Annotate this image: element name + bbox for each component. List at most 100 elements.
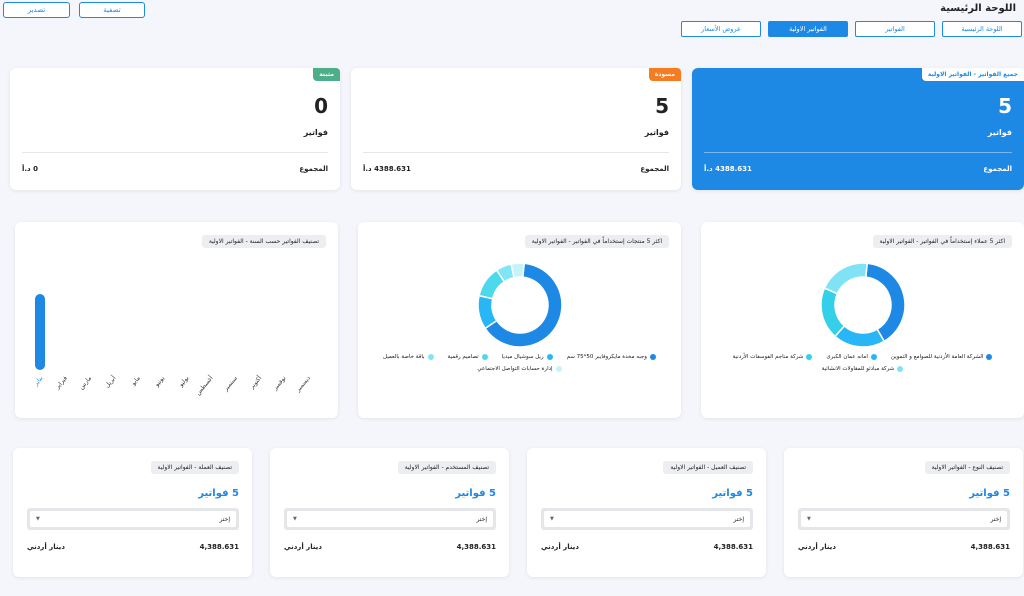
- x-tick-label: ديسمبر: [294, 375, 312, 395]
- tab[interactable]: الفواتير الاولية: [768, 21, 848, 37]
- tab[interactable]: اللوحة الرئيسية: [942, 21, 1022, 37]
- select-inner[interactable]: إختر ▼: [544, 511, 750, 527]
- select-arrow: ▼: [36, 516, 40, 522]
- legend: وجبه مخدة مايكروفايبر 50*75 سم ريل سوشيال…: [368, 354, 671, 372]
- select-arrow: ▼: [550, 516, 554, 522]
- amount: 4,388.631: [713, 543, 753, 551]
- amount: 4,388.631: [456, 543, 496, 551]
- x-tick-label: سبتمبر: [222, 375, 239, 393]
- export-button[interactable]: تصدير: [3, 2, 70, 18]
- legend-swatch: [427, 354, 434, 360]
- amount: 4,388.631: [199, 543, 239, 551]
- total-label: المجموع: [983, 165, 1012, 173]
- chart-title: اكثر 5 منتجات إستخداماً في الفواتير - ال…: [524, 235, 669, 248]
- currency: دينار أردني: [541, 543, 579, 551]
- status-badge: جميع الفواتير - الفواتير الاولية: [921, 68, 1024, 81]
- legend-swatch: [897, 366, 904, 372]
- page-title: اللوحة الرئيسية: [940, 3, 1016, 14]
- select-box[interactable]: إختر ▼: [798, 508, 1010, 530]
- legend-item: تصاميم رقمية: [448, 354, 488, 360]
- total-amount: 4388.631 د.أ: [704, 165, 752, 173]
- chart-title: اكثر 5 عملاء إستخداماً في الفواتير - الف…: [872, 235, 1012, 248]
- select-inner[interactable]: إختر ▼: [287, 511, 493, 527]
- x-tick-label: مارس: [78, 375, 93, 391]
- legend-swatch: [870, 354, 877, 360]
- donut-slice: [864, 262, 906, 343]
- count-unit: فواتير: [303, 128, 328, 137]
- donut-slice: [510, 262, 526, 279]
- x-tick-label: نوفمبر: [271, 375, 288, 393]
- select-placeholder: إختر: [733, 515, 745, 523]
- select-arrow: ▼: [293, 516, 297, 522]
- currency: دينار أردني: [27, 543, 65, 551]
- x-tick-label: فبراير: [53, 375, 68, 392]
- legend-label: تصاميم رقمية: [447, 354, 479, 360]
- breakdown-card: تصنيف المستخدم - الفواتير الاولية 5 فواتي…: [270, 448, 509, 577]
- legend-swatch: [649, 354, 656, 360]
- legend-item: باقة خاصة بالعميل: [383, 354, 434, 360]
- donut-slice: [823, 262, 869, 295]
- invoice-count: 5 فواتير: [712, 488, 753, 499]
- legend-swatch: [806, 354, 813, 360]
- card-badge: تصنيف العميل - الفواتير الاولية: [663, 461, 753, 474]
- legend-label: ريل سوشيال ميديا: [501, 354, 544, 360]
- legend-label: شركة مناجم الفوسفات الأردنية: [732, 354, 804, 360]
- chart-svg: [820, 262, 906, 348]
- legend-label: الشركة العامة الأردنية للصوامع و التموين: [890, 354, 984, 360]
- summary-card: جميع الفواتير - الفواتير الاولية 5 فواتير ا…: [692, 68, 1024, 190]
- legend-label: باقة خاصة بالعميل: [383, 354, 425, 360]
- legend-item: ريل سوشيال ميديا: [502, 354, 553, 360]
- legend-item: شركة مناجم الفوسفات الأردنية: [733, 354, 813, 360]
- legend-item: وجبه مخدة مايكروفايبر 50*75 سم: [567, 354, 656, 360]
- legend-item: إدارة حسابات التواصل الاجتماعي: [477, 366, 562, 372]
- currency: دينار أردني: [284, 543, 322, 551]
- invoice-count: 0: [314, 94, 328, 118]
- tab[interactable]: عروض الأسعار: [681, 21, 761, 37]
- breakdown-card: تصنيف النوع - الفواتير الاولية 5 فواتير إخ…: [784, 448, 1023, 577]
- legend-item: الشركة العامة الأردنية للصوامع و التموين: [891, 354, 993, 360]
- legend: الشركة العامة الأردنية للصوامع و التموين…: [711, 354, 1014, 372]
- card-badge: تصنيف المستخدم - الفواتير الاولية: [397, 461, 496, 474]
- total-label: المجموع: [299, 165, 328, 173]
- legend-label: وجبه مخدة مايكروفايبر 50*75 سم: [566, 354, 647, 360]
- currency: دينار أردني: [798, 543, 836, 551]
- filter-button[interactable]: تصفية: [79, 2, 145, 18]
- select-box[interactable]: إختر ▼: [541, 508, 753, 530]
- select-inner[interactable]: إختر ▼: [801, 511, 1007, 527]
- x-tick-label: يناير: [32, 375, 45, 388]
- summary-card: مثبتة 0 فواتير المجموع 0 د.أ: [10, 68, 340, 190]
- invoice-count: 5: [998, 94, 1012, 118]
- total-label: المجموع: [640, 165, 669, 173]
- legend-swatch: [546, 354, 553, 360]
- select-placeholder: إختر: [219, 515, 231, 523]
- x-tick-label: مايو: [129, 375, 141, 388]
- legend-swatch: [986, 354, 993, 360]
- chart-panel: تصنيف الفواتير حسب السنة - الفواتير الاو…: [15, 222, 338, 418]
- card-badge: تصنيف النوع - الفواتير الاولية: [924, 461, 1010, 474]
- legend-swatch: [555, 366, 562, 372]
- legend-item: شركة مبادئو للمقاولات الانشائية: [822, 366, 904, 372]
- legend-label: امانه عمان الكبرى: [826, 354, 868, 360]
- legend-swatch: [481, 354, 488, 360]
- breakdown-card: تصنيف العملة - الفواتير الاولية 5 فواتير إ…: [13, 448, 252, 577]
- chart-svg: [477, 262, 563, 348]
- divider: [22, 152, 328, 153]
- count-unit: فواتير: [987, 128, 1012, 137]
- total-amount: 0 د.أ: [22, 165, 38, 173]
- select-box[interactable]: إختر ▼: [27, 508, 239, 530]
- breakdown-card: تصنيف العميل - الفواتير الاولية 5 فواتير إ…: [527, 448, 766, 577]
- select-arrow: ▼: [807, 516, 811, 522]
- tab[interactable]: الفواتير: [855, 21, 935, 37]
- chart-panel: اكثر 5 منتجات إستخداماً في الفواتير - ال…: [358, 222, 681, 418]
- donut-slice: [820, 287, 846, 338]
- x-tick-label: أكتوبر: [247, 374, 263, 391]
- divider: [363, 152, 669, 153]
- invoice-count: 5 فواتير: [455, 488, 496, 499]
- select-box[interactable]: إختر ▼: [284, 508, 496, 530]
- select-inner[interactable]: إختر ▼: [30, 511, 236, 527]
- amount: 4,388.631: [970, 543, 1010, 551]
- legend-label: إدارة حسابات التواصل الاجتماعي: [477, 366, 553, 372]
- chart-panel: اكثر 5 عملاء إستخداماً في الفواتير - الف…: [701, 222, 1024, 418]
- x-tick-label: يونيو: [153, 375, 167, 389]
